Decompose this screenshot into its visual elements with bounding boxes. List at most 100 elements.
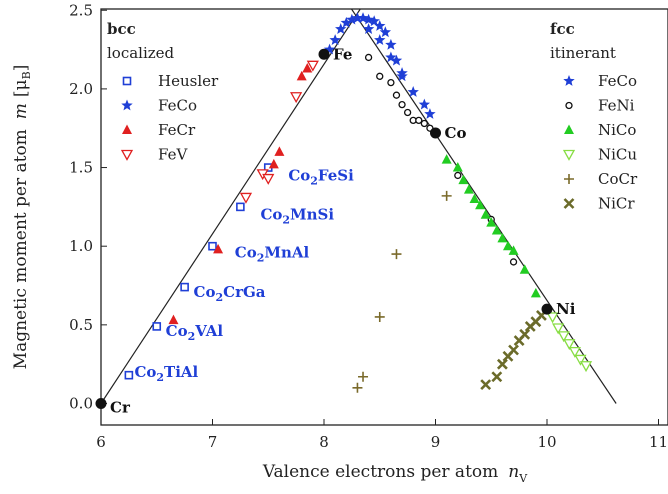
point-feco-bcc	[357, 12, 369, 23]
point-nicr-fcc	[491, 371, 503, 383]
point-fev-bcc	[290, 92, 303, 104]
x-tick-label: 8	[319, 433, 329, 451]
point-fecr-bcc	[296, 70, 307, 81]
compound-label: Co2MnAl	[235, 243, 310, 264]
point-feco-fcc	[385, 51, 397, 63]
point-feco-fcc	[374, 34, 386, 45]
y-tick-label: 2.0	[69, 80, 93, 98]
legend-entry-fecr: FeCr	[158, 121, 196, 139]
compound-label: Co2CrGa	[194, 283, 266, 304]
element-point-ni	[541, 303, 553, 315]
point-nico-fcc	[497, 232, 508, 243]
point-fev-bcc	[239, 192, 253, 204]
point-heusler-bcc	[180, 282, 189, 292]
point-fecr-bcc	[213, 243, 224, 254]
legend-marker-fev	[120, 149, 134, 161]
point-feni-fcc	[403, 108, 412, 117]
point-feco-bcc	[340, 16, 353, 28]
point-nico-fcc	[519, 264, 530, 274]
point-fev-bcc	[306, 60, 319, 72]
y-tick-label: 1.0	[69, 237, 93, 255]
point-cocr-fcc	[441, 190, 452, 201]
point-feco-bcc	[368, 15, 380, 27]
point-nicr-fcc	[480, 379, 492, 391]
compound-label: Co2FeSi	[288, 166, 354, 187]
point-nico-fcc	[452, 162, 463, 172]
element-point-co	[430, 127, 441, 139]
legend-entry-feco: FeCo	[598, 72, 637, 90]
point-feco-fcc	[362, 23, 375, 34]
point-fecr-bcc	[274, 146, 285, 156]
legend-marker-feni	[565, 101, 573, 110]
legend-entry-feni: FeNi	[598, 97, 635, 115]
y-tick-label: 1.5	[69, 159, 93, 177]
point-cocr-fcc	[391, 249, 402, 260]
point-feni-fcc	[454, 171, 462, 180]
point-feco-bcc	[351, 12, 364, 23]
point-feco-bcc	[385, 38, 397, 50]
data-markers	[124, 12, 593, 393]
point-feco-bcc	[374, 19, 386, 31]
legend-entry-nicu: NiCu	[598, 146, 637, 164]
axis-ticks: 6 7 8 9 10 11 0.0 0.5 1.0 1.5 2.0 2.5	[69, 1, 668, 451]
x-tick-label: 11	[649, 433, 668, 451]
point-feni-fcc	[509, 258, 518, 266]
point-feco-bcc	[362, 13, 375, 25]
point-feco-bcc	[335, 23, 347, 34]
legend-entry-nicr: NiCr	[598, 195, 635, 213]
point-feco-bcc	[379, 26, 392, 38]
legend-entry-heusler: Heusler	[158, 72, 219, 90]
point-feni-fcc	[398, 100, 406, 109]
element-point-cr	[95, 398, 107, 409]
x-axis-title: Valence electrons per atom nV	[262, 462, 528, 485]
point-nico-fcc	[458, 174, 469, 185]
legend-subtitle-fcc: itinerant	[550, 44, 616, 62]
point-feco-fcc	[424, 108, 436, 119]
point-nico-fcc	[475, 199, 486, 210]
legend-marker-nico	[564, 124, 574, 134]
point-fecr-bcc	[268, 158, 279, 169]
legend-entry-fev: FeV	[158, 146, 188, 164]
y-axis-title: Magnetic moment per atomm[μB]	[11, 65, 33, 370]
legend-subtitle-bcc: localized	[107, 44, 175, 62]
point-nicu-fcc	[574, 354, 587, 366]
point-nico-fcc	[508, 245, 519, 255]
reference-line-fcc	[350, 9, 617, 404]
y-tick-label: 0.0	[69, 395, 93, 413]
point-nico-fcc	[463, 184, 474, 194]
point-nico-fcc	[441, 154, 452, 164]
element-point-fe	[318, 48, 330, 60]
point-feco-fcc	[396, 70, 408, 82]
plot-frame	[100, 8, 668, 426]
compound-label: Co2TiAl	[134, 363, 198, 384]
legend-entry-cocr: CoCr	[598, 170, 638, 188]
point-feco-bcc	[329, 34, 341, 45]
element-label-ni: Ni	[556, 300, 576, 318]
legends: bcclocalizedHeuslerFeCoFeCrFeVfccitinera…	[107, 20, 638, 213]
point-fecr-bcc	[302, 62, 313, 73]
point-cocr-fcc	[352, 382, 363, 393]
point-feco-fcc	[418, 98, 431, 110]
legend-marker-nicr	[563, 198, 575, 209]
element-label-cr: Cr	[110, 399, 131, 417]
point-nico-fcc	[530, 287, 541, 298]
legend-title-fcc: fcc	[550, 20, 575, 38]
element-points: Cr FeCo Ni	[95, 45, 576, 417]
point-nicu-fcc	[568, 346, 581, 358]
point-nicu-fcc	[546, 312, 559, 324]
element-label-fe: Fe	[333, 45, 352, 63]
legend-marker-nicu	[562, 149, 576, 161]
point-feco-bcc	[346, 13, 358, 25]
point-feni-fcc	[415, 116, 423, 125]
point-fecr-bcc	[168, 314, 179, 325]
point-nicr-fcc	[519, 328, 531, 340]
point-cocr-fcc	[358, 371, 369, 382]
legend-entry-nico: NiCo	[598, 121, 636, 139]
legend-entry-feco: FeCo	[158, 97, 197, 115]
point-nico-fcc	[469, 193, 480, 204]
point-feco-bcc	[323, 43, 336, 55]
x-tick-label: 6	[96, 433, 106, 451]
point-nicr-fcc	[508, 344, 519, 356]
point-nicu-fcc	[557, 331, 570, 343]
reference-lines	[101, 9, 617, 404]
